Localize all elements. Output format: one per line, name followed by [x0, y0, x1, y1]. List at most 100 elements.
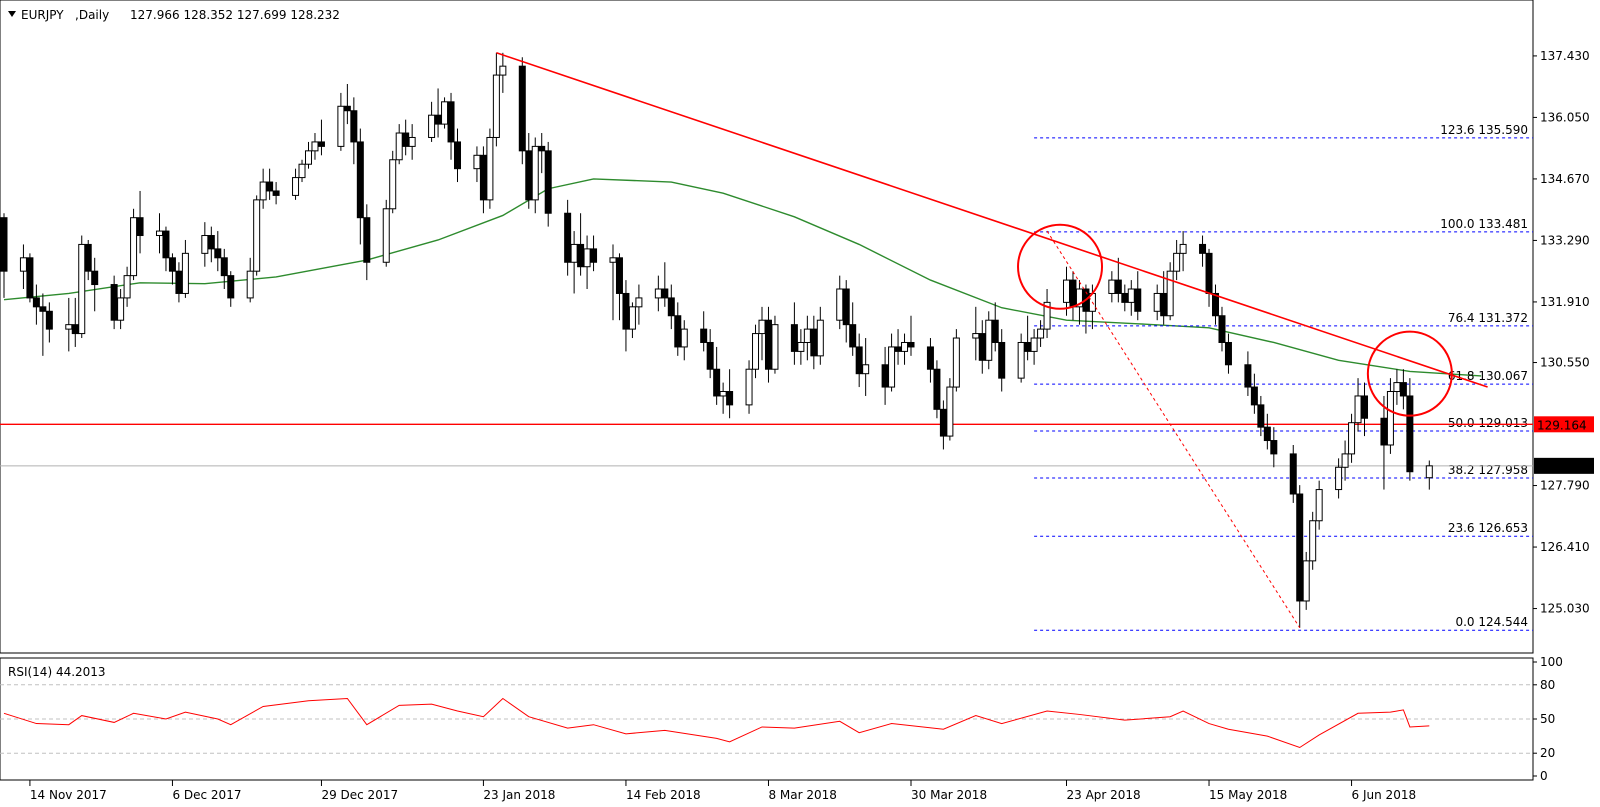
candle-body [1062, 279, 1070, 303]
candle-body [1043, 301, 1051, 330]
fib-label-38.2: 38.2 127.958 [1448, 463, 1528, 477]
candle-body [136, 217, 144, 237]
candle-body [337, 105, 345, 147]
candle-body [1212, 292, 1220, 317]
candle-body [311, 141, 319, 152]
candle-body [1127, 288, 1135, 303]
time-tick-label: 14 Feb 2018 [626, 788, 701, 802]
candle-body [84, 243, 92, 272]
candle-body [855, 346, 863, 375]
candle-body [881, 364, 889, 388]
candle-body [356, 141, 364, 219]
candle-body [570, 243, 578, 263]
candle-body [1309, 520, 1317, 562]
candle-body [1263, 426, 1271, 442]
candle-body [622, 292, 630, 330]
candle-body [836, 288, 844, 321]
annotation-circle-1 [1017, 223, 1104, 310]
candle-body [803, 328, 811, 343]
candle-body [71, 324, 79, 335]
price-tick-label: 128.232 [1537, 460, 1587, 474]
candle-body [926, 346, 934, 370]
candle-body [110, 284, 118, 321]
dropdown-triangle-icon[interactable] [8, 11, 16, 17]
candle-body [266, 181, 274, 192]
candle-body [862, 364, 870, 375]
candle-body [985, 319, 993, 361]
candle-body [168, 257, 176, 272]
candle-body [674, 315, 682, 348]
candle-body [1114, 279, 1122, 294]
candle-body [1270, 440, 1278, 455]
candle-body [1380, 417, 1388, 446]
fib-label-61.8: 61.8 130.067 [1448, 369, 1528, 383]
candle-body [764, 319, 772, 370]
price-tick-label: 127.790 [1540, 479, 1590, 493]
candle-body [1406, 395, 1414, 473]
candle-body [1199, 243, 1207, 254]
candle-body [389, 159, 397, 210]
candle-body [428, 114, 436, 138]
candle-body [1224, 341, 1232, 366]
candle-body [1361, 395, 1369, 419]
candle-body [1121, 292, 1129, 303]
time-tick-label: 15 May 2018 [1209, 788, 1287, 802]
candle-body [933, 368, 941, 410]
candle-body [117, 297, 125, 321]
fibonacci-levels: 123.6 135.590 100.0 133.481 76.4 131.372 61… [1034, 123, 1533, 631]
time-tick-label: 29 Dec 2017 [321, 788, 398, 802]
candle-body [155, 230, 163, 237]
candle-body [441, 101, 449, 125]
time-tick-label: 23 Jan 2018 [483, 788, 555, 802]
candle-body [1024, 341, 1032, 352]
candle-body [45, 310, 53, 330]
price-tick-label: 137.430 [1540, 49, 1590, 63]
candle-body [0, 217, 8, 272]
fib-label-0.0: 0.0 124.544 [1455, 615, 1528, 629]
candle-body [486, 136, 494, 201]
chart-timeframe: Daily [79, 8, 109, 22]
candle-body [1218, 315, 1226, 343]
candle-body [130, 217, 138, 277]
candle-body [661, 288, 669, 299]
candle-body [1017, 341, 1025, 379]
candle-body [65, 324, 73, 330]
candle-body [298, 163, 306, 179]
candle-body [1335, 466, 1343, 491]
candle-body [479, 154, 487, 201]
candle-body [849, 324, 857, 348]
fib-label-50.0: 50.0 129.013 [1448, 416, 1528, 430]
candle-body [998, 341, 1006, 379]
candle-body [402, 132, 410, 147]
rsi-line [3, 697, 1430, 749]
candle-body [492, 74, 500, 138]
candle-body [181, 252, 189, 294]
candle-body [1257, 404, 1265, 428]
candle-body [1302, 560, 1310, 602]
candle-body [842, 288, 850, 326]
candle-body [473, 154, 481, 170]
candle-body [978, 333, 986, 361]
rsi-tick-label: 50 [1540, 712, 1555, 726]
candle-body [564, 212, 572, 263]
candle-body [700, 328, 708, 343]
candle-body [201, 235, 209, 254]
candle-body [1134, 288, 1142, 312]
candle-body [713, 368, 721, 397]
candle-body [272, 190, 280, 196]
candle-body [91, 270, 99, 286]
candle-body [628, 306, 636, 330]
candle-body [78, 243, 86, 335]
fib-label-23.6: 23.6 126.653 [1448, 521, 1528, 535]
candle-body [888, 346, 896, 388]
candle-body [1160, 292, 1168, 317]
candle-body [991, 319, 999, 343]
fib-label-100.0: 100.0 133.481 [1440, 217, 1528, 231]
candle-body [810, 328, 818, 357]
ohlc-header: 127.966 128.352 127.699 128.232 [130, 8, 340, 22]
candle-body [609, 257, 617, 263]
candle-body [952, 337, 960, 388]
candle-body [1030, 337, 1038, 352]
fib-label-123.6: 123.6 135.590 [1440, 123, 1528, 137]
